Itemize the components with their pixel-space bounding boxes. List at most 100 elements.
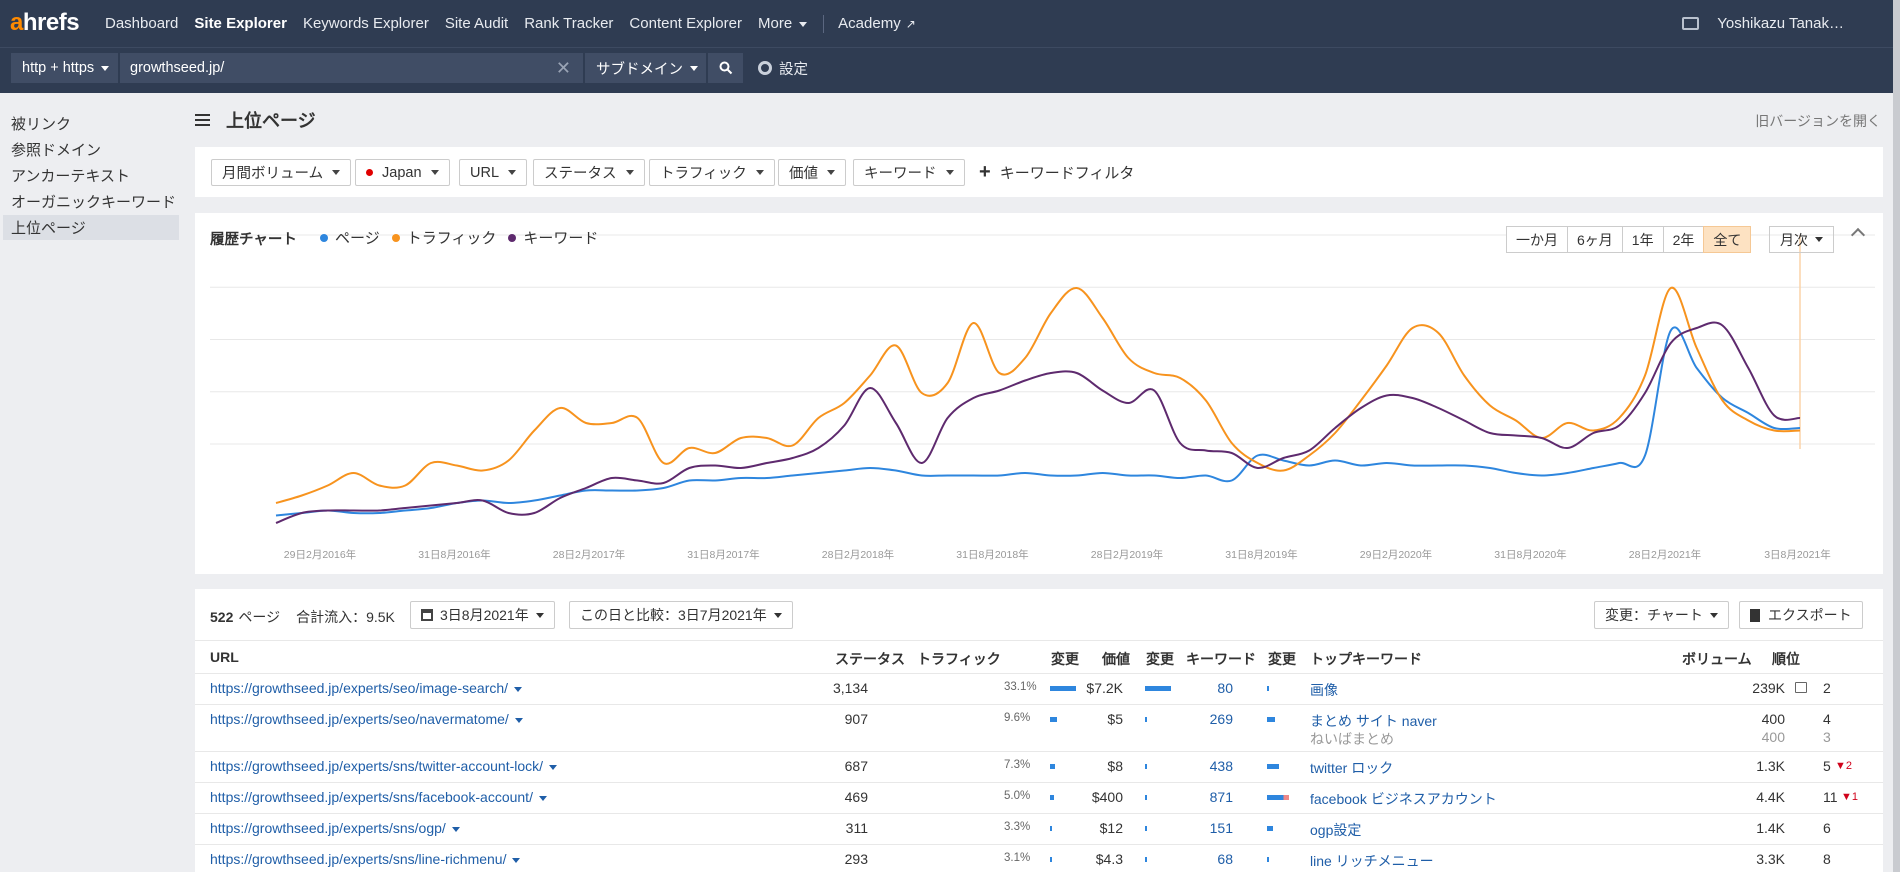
table-row-keywords[interactable]: 80	[1217, 680, 1233, 696]
search-button[interactable]	[707, 53, 743, 83]
chevron-down-icon[interactable]	[549, 764, 558, 770]
table-row-url[interactable]: https://growthseed.jp/experts/seo/naverm…	[210, 711, 523, 727]
col-header-keywords-change[interactable]: 変更	[1268, 651, 1296, 667]
table-row-traffic: 3,134	[832, 680, 868, 696]
legend-traffic[interactable]: トラフィック	[391, 227, 496, 248]
table-row-rank: 2	[1823, 680, 1831, 696]
col-header-volume[interactable]: ボリューム	[1682, 651, 1752, 667]
chevron-down-icon	[332, 170, 341, 175]
chevron-down-icon[interactable]	[514, 686, 523, 692]
search-icon	[719, 61, 732, 75]
gear-icon	[758, 61, 772, 75]
legend-pages[interactable]: ページ	[320, 227, 380, 248]
col-header-traffic[interactable]: トラフィック	[917, 651, 1001, 667]
range-1m-button[interactable]: 一か月	[1506, 226, 1568, 253]
range-6m-button[interactable]: 6ヶ月	[1567, 226, 1623, 253]
nav-site-explorer[interactable]: Site Explorer	[194, 15, 287, 32]
table-row-top-keyword[interactable]: 画像	[1310, 682, 1338, 698]
sidebar-item-organic-keywords[interactable]: オーガニックキーワード	[11, 194, 177, 211]
chevron-down-icon[interactable]	[451, 826, 460, 832]
sidebar-item-backlinks[interactable]: 被リンク	[11, 116, 72, 133]
col-header-status[interactable]: ステータス	[835, 651, 905, 667]
change-mode-select[interactable]: 変更：チャート	[1594, 601, 1729, 629]
nav-rank-tracker[interactable]: Rank Tracker	[524, 15, 614, 32]
total-traffic: 合計流入：9.5K	[296, 609, 395, 625]
range-all-button[interactable]: 全て	[1703, 226, 1752, 253]
url-input[interactable]: growthseed.jp/ ✕	[119, 53, 583, 83]
table-row-keywords[interactable]: 151	[1209, 820, 1233, 836]
col-header-rank[interactable]: 順位	[1772, 651, 1800, 667]
compare-date-picker[interactable]: この日と比較：3日7月2021年	[569, 601, 793, 629]
table-row-keywords[interactable]: 871	[1209, 789, 1233, 805]
country-filter[interactable]: Japan	[355, 159, 450, 186]
range-1y-button[interactable]: 1年	[1621, 226, 1664, 253]
export-button[interactable]: エクスポート	[1739, 601, 1863, 629]
url-filter[interactable]: URL	[459, 159, 528, 186]
x-tick-label: 31日8月2020年	[1494, 548, 1566, 561]
table-row-rank: 4	[1823, 711, 1831, 727]
menu-icon[interactable]	[195, 114, 210, 126]
ahrefs-logo[interactable]: ahrefs	[10, 9, 80, 36]
table-row-top-keyword[interactable]: line リッチメニュー	[1310, 853, 1434, 869]
table-row-url[interactable]: https://growthseed.jp/experts/sns/twitte…	[210, 758, 558, 774]
table-row-keywords[interactable]: 438	[1209, 758, 1233, 774]
x-tick-label: 3日8月2021年	[1764, 548, 1831, 561]
scrollbar[interactable]	[1893, 0, 1900, 872]
traffic-change-bar	[1050, 764, 1055, 769]
interval-select[interactable]: 月次	[1769, 226, 1834, 253]
value-filter[interactable]: 価値	[778, 159, 846, 186]
table-row-traffic-share: 7.3%	[1004, 759, 1031, 771]
close-icon[interactable]: ✕	[555, 58, 571, 78]
table-row-top-keyword-secondary: ねいばまとめ	[1310, 731, 1394, 747]
volume-filter-label: 月間ボリューム	[222, 166, 324, 182]
protocol-select[interactable]: http + https	[11, 53, 118, 83]
col-header-keywords[interactable]: キーワード	[1186, 651, 1256, 667]
table-row-top-keyword[interactable]: ogp設定	[1310, 822, 1362, 838]
table-row-top-keyword[interactable]: facebook ビジネスアカウント	[1310, 791, 1497, 807]
table-row-traffic: 907	[844, 711, 868, 727]
add-keyword-filter-button[interactable]: + キーワードフィルタ	[979, 159, 1134, 186]
range-2y-button[interactable]: 2年	[1662, 226, 1705, 253]
old-version-link[interactable]: 旧バージョンを開く	[1755, 113, 1881, 129]
table-row-keywords[interactable]: 269	[1209, 711, 1233, 727]
settings-button[interactable]: 設定	[758, 53, 808, 83]
traffic-filter[interactable]: トラフィック	[649, 159, 775, 186]
col-header-value[interactable]: 価値	[1102, 651, 1130, 667]
col-header-url[interactable]: URL	[210, 649, 239, 665]
status-filter[interactable]: ステータス	[533, 159, 645, 186]
date-picker[interactable]: 3日8月2021年	[410, 601, 555, 629]
row-divider	[195, 813, 1883, 814]
table-row-url[interactable]: https://growthseed.jp/experts/sns/ogp/	[210, 820, 460, 836]
nav-academy[interactable]: Academy ↗	[838, 15, 916, 32]
nav-dashboard[interactable]: Dashboard	[105, 15, 179, 32]
mode-select[interactable]: サブドメイン	[584, 53, 706, 83]
monitor-icon[interactable]	[1682, 17, 1700, 30]
table-row-top-keyword[interactable]: twitter ロック	[1310, 760, 1394, 776]
volume-filter[interactable]: 月間ボリューム	[211, 159, 352, 186]
col-header-traffic-change[interactable]: 変更	[1051, 651, 1079, 667]
sidebar-item-referring-domains[interactable]: 参照ドメイン	[11, 142, 102, 159]
nav-keywords-explorer[interactable]: Keywords Explorer	[302, 15, 429, 32]
table-row-top-keyword[interactable]: まとめ サイト naver	[1310, 713, 1437, 729]
chevron-down-icon[interactable]	[514, 717, 523, 723]
user-menu[interactable]: Yoshikazu Tanak…	[1717, 15, 1844, 32]
legend-keywords[interactable]: キーワード	[508, 227, 598, 248]
table-row-url[interactable]: https://growthseed.jp/experts/seo/image-…	[210, 680, 523, 696]
chevron-down-icon[interactable]	[538, 795, 547, 801]
table-row-traffic-share: 9.6%	[1004, 712, 1031, 724]
table-summary: 522 ページ 合計流入：9.5K	[210, 607, 395, 627]
table-row-url[interactable]: https://growthseed.jp/experts/sns/line-r…	[210, 851, 521, 867]
col-header-top-keyword[interactable]: トップキーワード	[1310, 651, 1422, 667]
nav-site-audit[interactable]: Site Audit	[444, 15, 509, 32]
sidebar-item-anchors[interactable]: アンカーテキスト	[11, 168, 130, 185]
nav-content-explorer[interactable]: Content Explorer	[629, 15, 742, 32]
keyword-filter[interactable]: キーワード	[853, 159, 965, 186]
table-row-keywords[interactable]: 68	[1217, 851, 1233, 867]
nav-more[interactable]: More	[758, 15, 808, 32]
table-row-url[interactable]: https://growthseed.jp/experts/sns/facebo…	[210, 789, 547, 805]
legend-dot-pages	[320, 233, 328, 242]
chevron-down-icon[interactable]	[512, 857, 521, 863]
col-header-value-change[interactable]: 変更	[1146, 651, 1174, 667]
keywords-change-bar	[1267, 686, 1269, 691]
sidebar-item-top-pages[interactable]: 上位ページ	[3, 215, 179, 240]
